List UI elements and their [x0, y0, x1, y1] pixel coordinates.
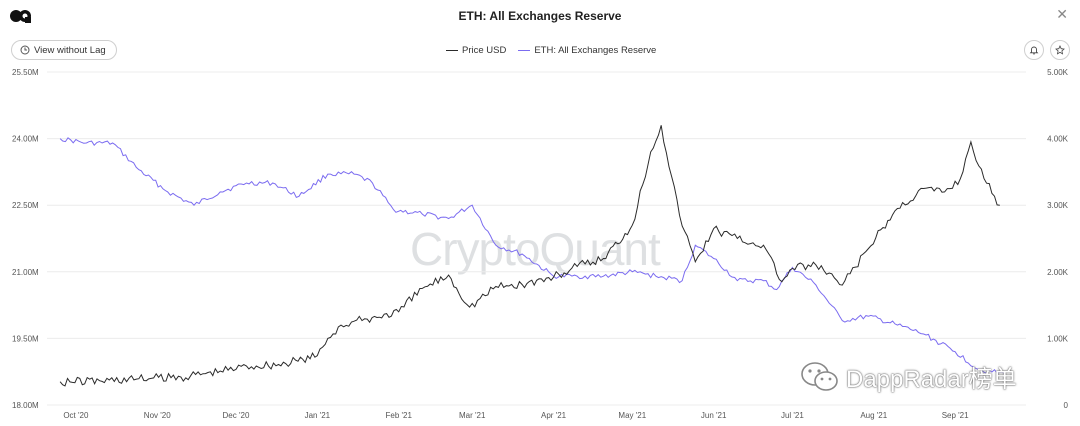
close-icon[interactable]: ✕ [1056, 6, 1068, 22]
x-tick-label: Mar '21 [459, 411, 486, 420]
x-tick-label: Nov '20 [144, 411, 171, 420]
legend-swatch-reserve [518, 49, 531, 52]
star-button[interactable] [1050, 40, 1070, 60]
chart-legend: Price USD ETH: All Exchanges Reserve [446, 45, 656, 56]
y-left-tick-label: 18.00M [12, 401, 39, 410]
bell-icon [1029, 46, 1039, 55]
legend-swatch-price [446, 49, 458, 52]
x-tick-label: May '21 [618, 411, 646, 420]
y-left-tick-label: 19.50M [12, 334, 39, 343]
x-tick-label: Dec '20 [223, 411, 250, 420]
star-icon [1055, 45, 1065, 55]
dappradar-badge: DappRadar榜单 [800, 359, 1017, 394]
series-line-price [59, 125, 1000, 387]
page-title: ETH: All Exchanges Reserve [458, 9, 622, 23]
badge-label: DappRadar榜单 [846, 366, 1017, 393]
wechat-icon [801, 361, 838, 391]
clock-icon [20, 45, 30, 55]
cryptoquant-watermark: CryptoQuant [410, 223, 661, 275]
y-right-tick-label: 3.00K [1047, 201, 1069, 210]
y-right-tick-label: 2.00K [1047, 268, 1069, 277]
x-tick-label: Sep '21 [942, 411, 969, 420]
x-tick-label: Jul '21 [781, 411, 804, 420]
series-line-reserve [59, 137, 1006, 375]
x-tick-label: Jan '21 [305, 411, 331, 420]
y-right-tick-label: 5.00K [1047, 68, 1069, 77]
y-right-tick-label: 0 [1064, 401, 1069, 410]
legend-label-price: Price USD [462, 45, 507, 56]
legend-label-reserve: ETH: All Exchanges Reserve [534, 45, 657, 56]
view-without-lag-label: View without Lag [34, 44, 106, 56]
x-tick-label: Jun '21 [701, 411, 727, 420]
y-right-tick-label: 4.00K [1047, 135, 1069, 144]
y-left-tick-label: 21.00M [12, 268, 39, 277]
cryptoquant-logo-icon[interactable] [10, 8, 32, 24]
x-tick-label: Apr '21 [541, 411, 567, 420]
legend-item-reserve[interactable]: ETH: All Exchanges Reserve [518, 45, 656, 56]
y-right-tick-label: 1.00K [1047, 334, 1069, 343]
y-left-tick-label: 22.50M [12, 201, 39, 210]
legend-item-price[interactable]: Price USD [446, 45, 506, 56]
bell-button[interactable] [1024, 40, 1044, 60]
x-tick-label: Oct '20 [63, 411, 89, 420]
y-left-tick-label: 24.00M [12, 135, 39, 144]
y-left-tick-label: 25.50M [12, 68, 39, 77]
x-tick-label: Aug '21 [860, 411, 887, 420]
x-tick-label: Feb '21 [385, 411, 412, 420]
view-without-lag-button[interactable]: View without Lag [11, 40, 117, 60]
